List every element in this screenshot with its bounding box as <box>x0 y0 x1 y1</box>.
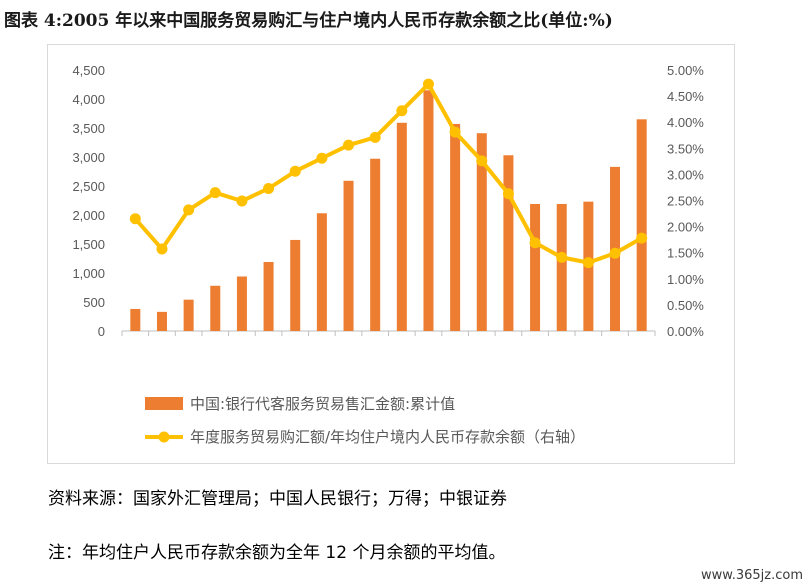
y-left-tick-label: 1,500 <box>72 237 105 252</box>
y-left-tick-label: 3,000 <box>72 150 105 165</box>
y-left-tick-label: 4,500 <box>72 63 105 78</box>
bar <box>156 311 167 331</box>
bar <box>263 261 274 331</box>
line-point <box>236 195 248 207</box>
line-point <box>156 243 168 255</box>
y-left-tick-label: 4,000 <box>72 92 105 107</box>
line-point <box>183 204 195 216</box>
bar <box>636 119 647 331</box>
line-point <box>209 187 221 199</box>
line-point <box>476 155 488 167</box>
line-point <box>609 247 621 259</box>
line-point <box>369 131 381 143</box>
y-left-tick-label: 500 <box>83 295 105 310</box>
y-right-tick-label: 4.00% <box>667 115 704 130</box>
line-point <box>263 182 275 194</box>
bar <box>503 155 514 331</box>
footnote: 注：年均住户人民币存款余额为全年 12 个月余额的平均值。 <box>48 543 506 563</box>
line-point <box>582 257 594 269</box>
legend-swatch-bar <box>145 397 183 410</box>
source-note: 资料来源：国家外汇管理局；中国人民银行；万得；中银证券 <box>48 489 507 509</box>
bar <box>290 239 301 331</box>
y-left-tick-label: 1,000 <box>72 266 105 281</box>
legend-label-line: 年度服务贸易购汇额/年均住户境内人民币存款余额（右轴） <box>190 428 585 446</box>
y-right-tick-label: 2.00% <box>667 220 704 235</box>
y-right-tick-label: 1.50% <box>667 246 704 261</box>
line-point <box>316 152 328 164</box>
y-left-tick-label: 2,000 <box>72 208 105 223</box>
legend-label-bar: 中国:银行代客服务贸易售汇金额:累计值 <box>190 395 455 413</box>
line-point <box>289 165 301 177</box>
bar <box>183 299 194 331</box>
line-point <box>129 213 141 225</box>
line-point <box>636 232 648 244</box>
y-right-tick-label: 1.00% <box>667 272 704 287</box>
y-right-tick-label: 3.00% <box>667 167 704 182</box>
legend-swatch-marker <box>158 431 170 443</box>
y-right-tick-label: 0.50% <box>667 298 704 313</box>
bar <box>210 285 221 331</box>
bar <box>423 90 434 331</box>
y-right-tick-label: 2.50% <box>667 194 704 209</box>
bar <box>476 133 487 331</box>
bar <box>396 122 407 331</box>
chart-frame <box>47 44 735 464</box>
chart-title: 图表 4:2005 年以来中国服务贸易购汇与住户境内人民币存款余额之比(单位:%… <box>4 11 613 31</box>
bar <box>370 158 381 331</box>
y-left-tick-label: 2,500 <box>72 179 105 194</box>
y-left-tick-label: 3,500 <box>72 121 105 136</box>
y-right-tick-label: 3.50% <box>667 141 704 156</box>
bar <box>530 203 541 331</box>
y-right-tick-label: 5.00% <box>667 63 704 78</box>
line-point <box>556 251 568 263</box>
line-point <box>396 105 408 117</box>
bar <box>130 308 141 331</box>
y-right-tick-label: 4.50% <box>667 89 704 104</box>
y-right-tick-label: 0.00% <box>667 324 704 339</box>
bar <box>343 180 354 331</box>
y-left-tick-label: 0 <box>98 324 105 339</box>
bar <box>236 276 247 331</box>
line-point <box>422 78 434 90</box>
line-point <box>449 126 461 138</box>
line-point <box>343 139 355 151</box>
bar <box>450 123 461 331</box>
line-point <box>529 237 541 249</box>
watermark: www.365jz.com <box>701 568 803 583</box>
bar <box>556 203 567 331</box>
line-point <box>502 188 514 200</box>
bar <box>316 213 327 331</box>
